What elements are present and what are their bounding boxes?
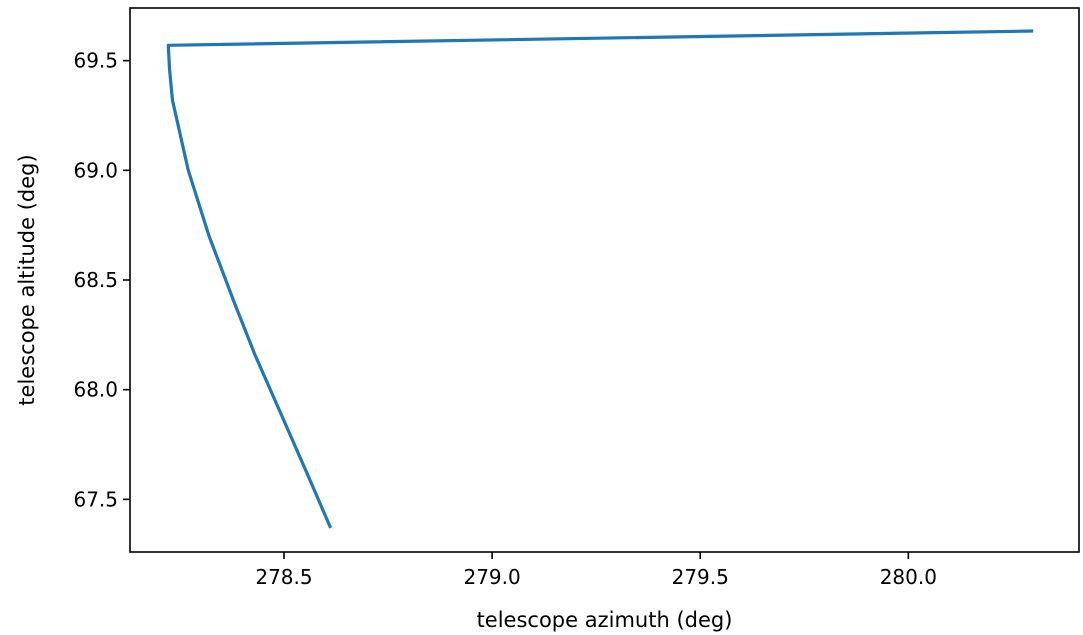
- x-axis-label: telescope azimuth (deg): [477, 608, 733, 632]
- x-tick-label: 280.0: [880, 565, 937, 589]
- plot-area: [166, 29, 1034, 529]
- series-line-0: [166, 29, 1034, 529]
- axis-ticks: 278.5 279.0 279.5 280.0 67.5 68.0 68.5 69.0 69.5: [73, 49, 937, 589]
- y-tick-label: 69.5: [73, 49, 118, 73]
- x-tick-label: 279.0: [463, 565, 520, 589]
- y-tick-label: 67.5: [73, 487, 118, 511]
- y-tick-label: 68.0: [73, 378, 118, 402]
- axes-frame: [129, 7, 1080, 553]
- y-tick-label: 69.0: [73, 158, 118, 182]
- x-tick-label: 279.5: [672, 565, 729, 589]
- y-axis-label: telescope altitude (deg): [15, 154, 39, 405]
- x-tick-label: 278.5: [255, 565, 312, 589]
- y-tick-label: 68.5: [73, 268, 118, 292]
